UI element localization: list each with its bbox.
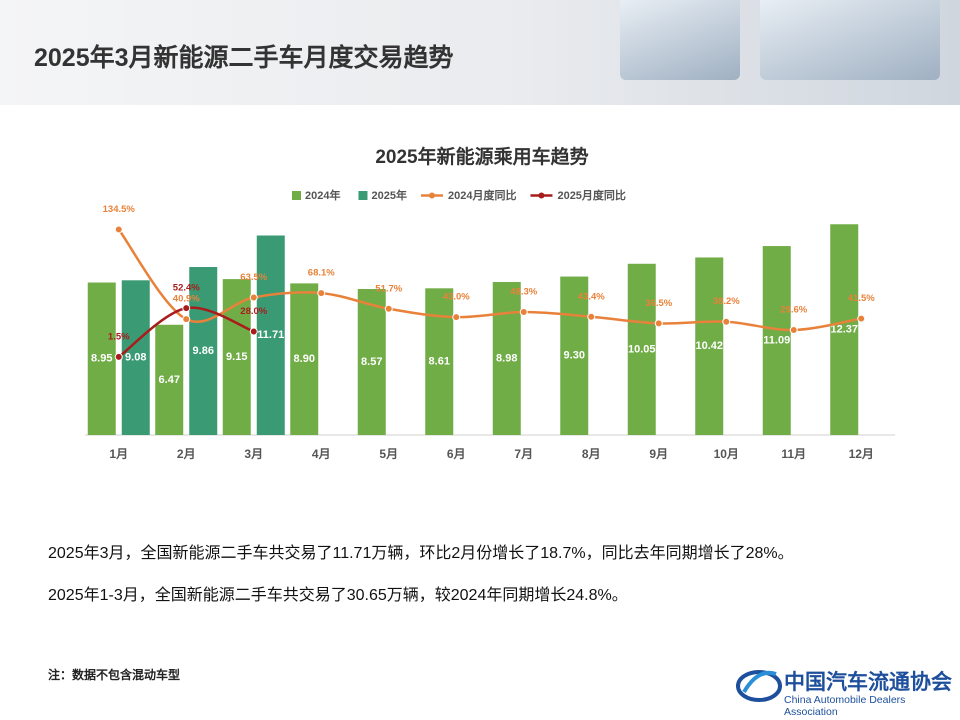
bar-label: 8.90: [294, 353, 315, 365]
line-point: [452, 313, 461, 322]
bar-label: 11.09: [763, 334, 790, 346]
line-point: [249, 293, 258, 302]
logo: 中国汽车流通协会 China Automobile Dealers Associ…: [736, 660, 956, 718]
line-label: 41.5%: [848, 293, 875, 304]
line-point: [249, 327, 258, 336]
paragraph: 2025年3月，全国新能源二手车共交易了11.71万辆，环比2月份增长了18.7…: [48, 545, 794, 562]
bar: [830, 224, 859, 435]
legend-label: 2025年: [371, 188, 406, 202]
x-tick-label: 3月: [244, 447, 263, 461]
legend-swatch: [358, 191, 368, 200]
line-label: 48.3%: [510, 287, 537, 298]
x-tick-label: 11月: [781, 447, 806, 461]
bar: [155, 324, 184, 435]
header-image: [620, 0, 740, 80]
bar: [189, 267, 218, 435]
paragraph: 2025年1-3月，全国新能源二手车共交易了30.65万辆，较2024年同期增长…: [48, 587, 628, 604]
line-point: [182, 304, 191, 313]
bar-label: 9.86: [193, 345, 214, 357]
legend-label: 2024年: [305, 188, 340, 202]
line-point: [857, 314, 866, 323]
line-label: 43.4%: [578, 291, 605, 302]
x-tick-label: 1月: [109, 447, 128, 461]
line-label: 1.5%: [108, 331, 130, 342]
bar: [121, 280, 150, 435]
bar-label: 8.61: [429, 356, 450, 368]
x-tick-label: 2月: [177, 447, 196, 461]
bar: [560, 276, 589, 435]
chart: 2025年新能源乘用车趋势 1月 2月 3月 4月 5月 6月 7月 8月 9月 10月 11月 12…: [85, 145, 895, 461]
line-label: 29.6%: [780, 304, 807, 315]
line-point: [722, 317, 731, 326]
line-point: [317, 289, 326, 298]
legend-label: 2024月度同比: [448, 188, 516, 202]
bar: [695, 257, 724, 435]
bar: [627, 263, 656, 435]
x-tick-label: 8月: [582, 447, 601, 461]
line-label: 134.5%: [103, 204, 136, 215]
line-label: 43.0%: [443, 292, 470, 303]
logo-name: 中国汽车流通协会: [784, 669, 952, 694]
x-tick-label: 10月: [714, 447, 739, 461]
bar-label: 10.42: [695, 340, 723, 352]
bar: [357, 288, 386, 435]
header: 2025年3月新能源二手车月度交易趋势: [0, 0, 960, 105]
line-point: [519, 308, 528, 317]
line-label: 36.5%: [645, 298, 672, 309]
line-label: 28.0%: [240, 306, 267, 317]
line-point: [587, 312, 596, 321]
line-point: [384, 304, 393, 313]
bar-label: 8.98: [496, 352, 517, 364]
bar-label: 9.08: [125, 352, 146, 364]
bar-label: 12.37: [830, 324, 858, 336]
line-label: 63.5%: [240, 272, 267, 283]
x-tick-label: 4月: [312, 447, 331, 461]
bar-label: 10.05: [628, 343, 656, 355]
bar-label: 9.30: [564, 350, 585, 362]
bar-label: 9.15: [226, 351, 247, 363]
line-point: [114, 352, 123, 361]
note: 注：数据不包含混动车型: [48, 668, 181, 682]
legend-label: 2025月度同比: [557, 188, 625, 202]
line-label: 51.7%: [375, 283, 402, 294]
bar: [492, 282, 521, 435]
line-label: 40.9%: [173, 294, 200, 305]
bar: [425, 288, 454, 435]
line-label: 68.1%: [308, 268, 335, 279]
x-tick-label: 9月: [649, 447, 668, 461]
line-label: 52.4%: [173, 283, 200, 294]
bar-label: 8.95: [91, 353, 112, 365]
x-tick-label: 5月: [379, 447, 398, 461]
page-title: 2025年3月新能源二手车月度交易趋势: [34, 44, 454, 72]
line-point: [654, 319, 663, 328]
x-tick-label: 12月: [849, 447, 874, 461]
bar-label: 11.71: [257, 329, 284, 341]
bar: [762, 246, 791, 435]
bar: [256, 235, 285, 435]
logo-icon: [736, 670, 782, 702]
bar-label: 8.57: [361, 356, 382, 368]
line-label: 38.2%: [713, 296, 740, 307]
bar: [87, 282, 116, 435]
bar: [290, 283, 319, 435]
logo-english: China Automobile Dealers Association: [784, 694, 906, 718]
header-image: [760, 0, 940, 80]
line-point: [789, 325, 798, 334]
legend-swatch: [538, 192, 545, 199]
x-tick-label: 6月: [447, 447, 466, 461]
legend-swatch: [428, 192, 435, 199]
bar-label: 6.47: [159, 374, 180, 386]
chart-title: 2025年新能源乘用车趋势: [375, 145, 588, 168]
line-point: [114, 225, 123, 234]
legend-swatch: [292, 191, 301, 200]
x-tick-label: 7月: [514, 447, 533, 461]
line-point: [182, 315, 191, 324]
